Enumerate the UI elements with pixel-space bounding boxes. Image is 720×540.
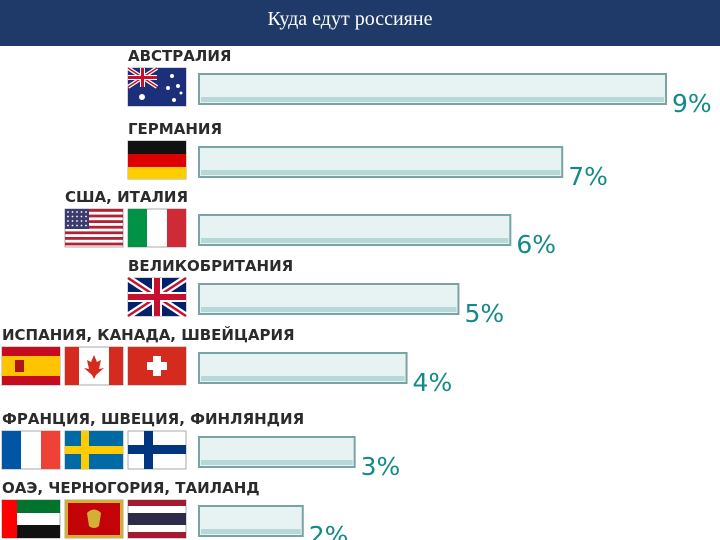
bar-shade [201, 460, 353, 465]
bar-shade [201, 97, 664, 102]
value-label: 7% [568, 162, 608, 191]
germany-flag-icon [127, 140, 187, 180]
category-label: ВЕЛИКОБРИТАНИЯ [128, 257, 293, 275]
australia-flag-icon [126, 66, 187, 107]
canada-flag-icon [64, 346, 124, 386]
category-label: ИСПАНИЯ, КАНАДА, ШВЕЙЦАРИЯ [2, 325, 295, 344]
bar-chart: АВСТРАЛИЯ 9% ГЕРМАНИЯ 7% США, ИТАЛИЯ 6% ВЕЛИКО… [1, 47, 712, 540]
bar-shade [201, 307, 457, 312]
value-label: 6% [516, 230, 556, 259]
montenegro-flag-icon [64, 499, 124, 539]
bar-shade [201, 238, 509, 243]
bar-shade [201, 376, 405, 381]
switzerland-flag-icon [127, 346, 187, 386]
italy-flag-icon [127, 208, 187, 248]
category-label: ОАЭ, ЧЕРНОГОРИЯ, ТАИЛАНД [2, 479, 260, 497]
category-label: АВСТРАЛИЯ [128, 47, 231, 65]
category-label: США, ИТАЛИЯ [65, 188, 188, 206]
category-label: ФРАНЦИЯ, ШВЕЦИЯ, ФИНЛЯНДИЯ [2, 410, 304, 428]
thailand-flag-icon [127, 499, 187, 539]
value-label: 3% [361, 452, 401, 481]
uae-flag-icon [1, 499, 61, 539]
title-bar: Куда едут россияне [0, 0, 720, 46]
uk-flag-icon [126, 275, 188, 319]
bar-shade [201, 529, 301, 534]
value-label: 9% [672, 89, 712, 118]
spain-flag-icon [1, 346, 61, 386]
france-flag-icon [1, 430, 61, 470]
sweden-flag-icon [64, 430, 124, 470]
value-label: 5% [464, 299, 504, 328]
bar-shade [201, 170, 561, 175]
value-label: 4% [413, 368, 453, 397]
usa-flag-icon [64, 208, 124, 248]
category-label: ГЕРМАНИЯ [128, 120, 222, 138]
finland-flag-icon [127, 430, 187, 470]
value-label: 2% [309, 521, 349, 540]
page-title: Куда едут россияне [267, 8, 433, 30]
